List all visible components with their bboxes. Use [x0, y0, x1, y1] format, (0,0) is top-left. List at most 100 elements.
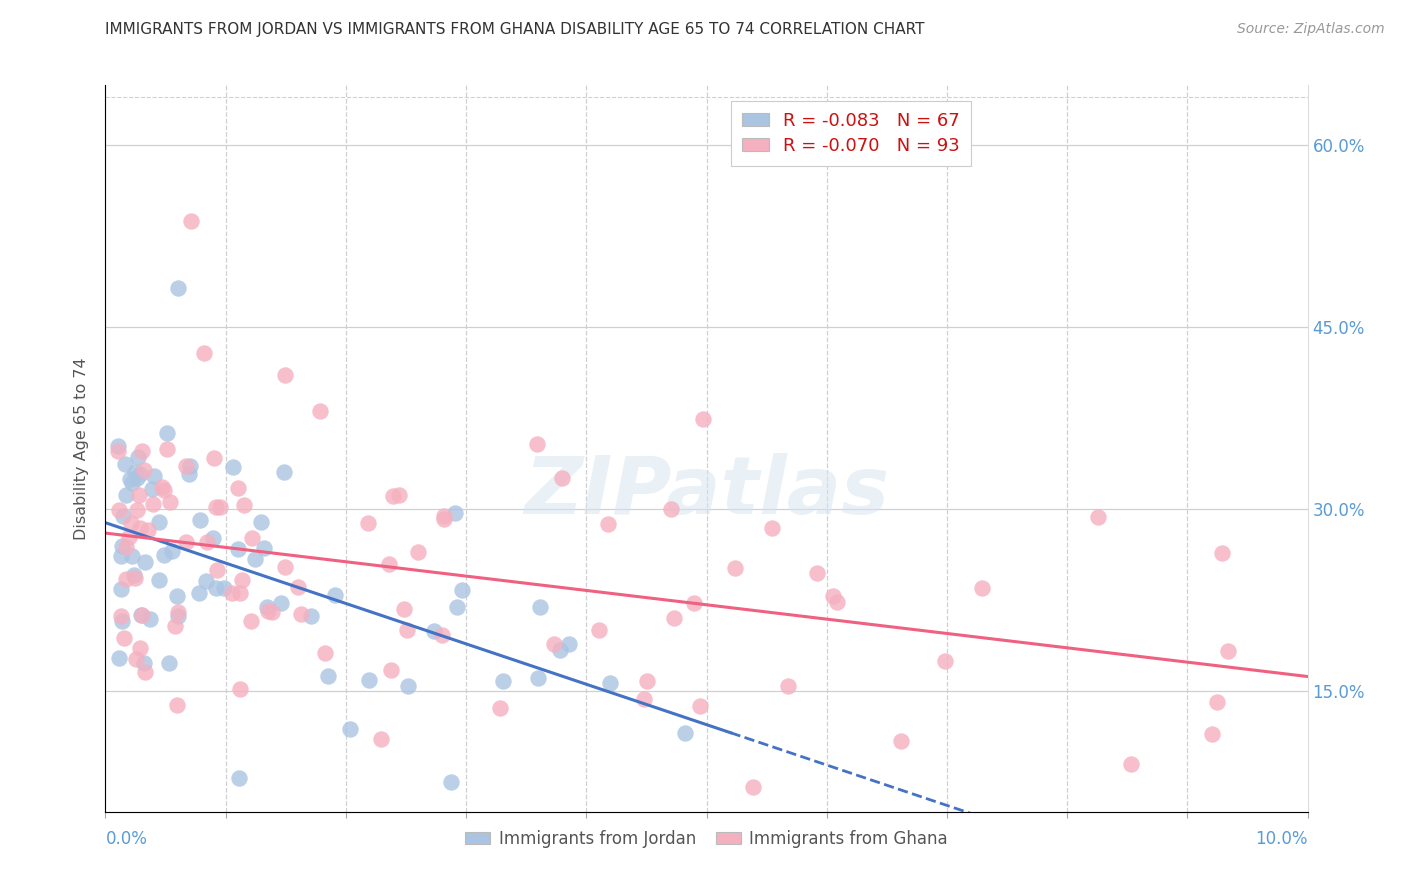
Point	[551, 470, 574, 484]
Point	[176, 459, 198, 474]
Point	[1211, 546, 1233, 560]
Point	[489, 700, 512, 714]
Point	[167, 605, 190, 619]
Point	[633, 692, 655, 706]
Point	[370, 731, 392, 746]
Point	[290, 607, 312, 622]
Point	[111, 615, 134, 629]
Point	[357, 673, 380, 687]
Point	[682, 597, 704, 611]
Point	[129, 521, 152, 535]
Point	[430, 628, 453, 642]
Point	[395, 623, 418, 637]
Point	[193, 345, 215, 359]
Point	[273, 560, 295, 574]
Point	[823, 589, 845, 603]
Point	[256, 600, 278, 615]
Point	[124, 568, 146, 582]
Point	[543, 637, 565, 651]
Point	[270, 596, 292, 610]
Point	[299, 609, 322, 624]
Point	[596, 516, 619, 531]
Point	[204, 450, 226, 465]
Text: 0.0%: 0.0%	[105, 830, 148, 848]
Legend: Immigrants from Jordan, Immigrants from Ghana: Immigrants from Jordan, Immigrants from …	[458, 823, 955, 855]
Point	[527, 672, 550, 686]
Point	[167, 281, 190, 295]
Point	[972, 582, 994, 596]
Point	[558, 637, 581, 651]
Point	[112, 631, 135, 645]
Point	[121, 549, 143, 563]
Point	[323, 588, 346, 602]
Point	[108, 650, 131, 665]
Point	[673, 726, 696, 740]
Point	[433, 508, 456, 523]
Point	[120, 516, 142, 531]
Point	[377, 557, 399, 571]
Point	[108, 503, 131, 517]
Point	[825, 595, 848, 609]
Point	[179, 458, 201, 473]
Point	[433, 512, 456, 526]
Point	[314, 646, 336, 660]
Point	[659, 501, 682, 516]
Point	[273, 368, 295, 383]
Point	[408, 545, 430, 559]
Point	[159, 495, 181, 509]
Point	[202, 531, 225, 545]
Point	[136, 524, 159, 538]
Point	[1119, 756, 1142, 771]
Point	[446, 600, 468, 615]
Point	[1206, 695, 1229, 709]
Point	[662, 611, 685, 625]
Point	[156, 442, 179, 456]
Point	[141, 482, 163, 496]
Point	[806, 566, 828, 581]
Point	[187, 585, 209, 599]
Point	[776, 680, 799, 694]
Point	[152, 480, 174, 494]
Point	[114, 457, 136, 471]
Point	[890, 734, 912, 748]
Point	[443, 506, 465, 520]
Point	[221, 586, 243, 600]
Point	[550, 642, 572, 657]
Point	[177, 467, 200, 482]
Point	[1087, 510, 1109, 524]
Point	[111, 539, 134, 553]
Point	[208, 500, 231, 514]
Point	[120, 472, 142, 486]
Point	[107, 439, 129, 453]
Point	[250, 515, 273, 529]
Point	[440, 774, 463, 789]
Text: ZIPatlas: ZIPatlas	[524, 453, 889, 531]
Point	[121, 475, 143, 490]
Point	[204, 500, 226, 514]
Point	[110, 582, 132, 596]
Point	[212, 581, 235, 595]
Point	[492, 673, 515, 688]
Point	[396, 679, 419, 693]
Point	[339, 722, 361, 736]
Point	[239, 614, 262, 628]
Point	[128, 488, 150, 502]
Point	[118, 530, 141, 544]
Point	[228, 771, 250, 785]
Point	[195, 535, 218, 549]
Point	[231, 573, 253, 587]
Point	[167, 608, 190, 623]
Text: IMMIGRANTS FROM JORDAN VS IMMIGRANTS FROM GHANA DISABILITY AGE 65 TO 74 CORRELAT: IMMIGRANTS FROM JORDAN VS IMMIGRANTS FRO…	[105, 22, 925, 37]
Point	[134, 555, 156, 569]
Point	[253, 541, 276, 556]
Point	[588, 623, 610, 637]
Point	[450, 582, 472, 597]
Point	[148, 574, 170, 588]
Point	[152, 548, 174, 562]
Point	[382, 489, 405, 503]
Point	[115, 541, 138, 555]
Point	[287, 580, 309, 594]
Point	[226, 541, 249, 556]
Point	[229, 585, 252, 599]
Point	[132, 463, 155, 477]
